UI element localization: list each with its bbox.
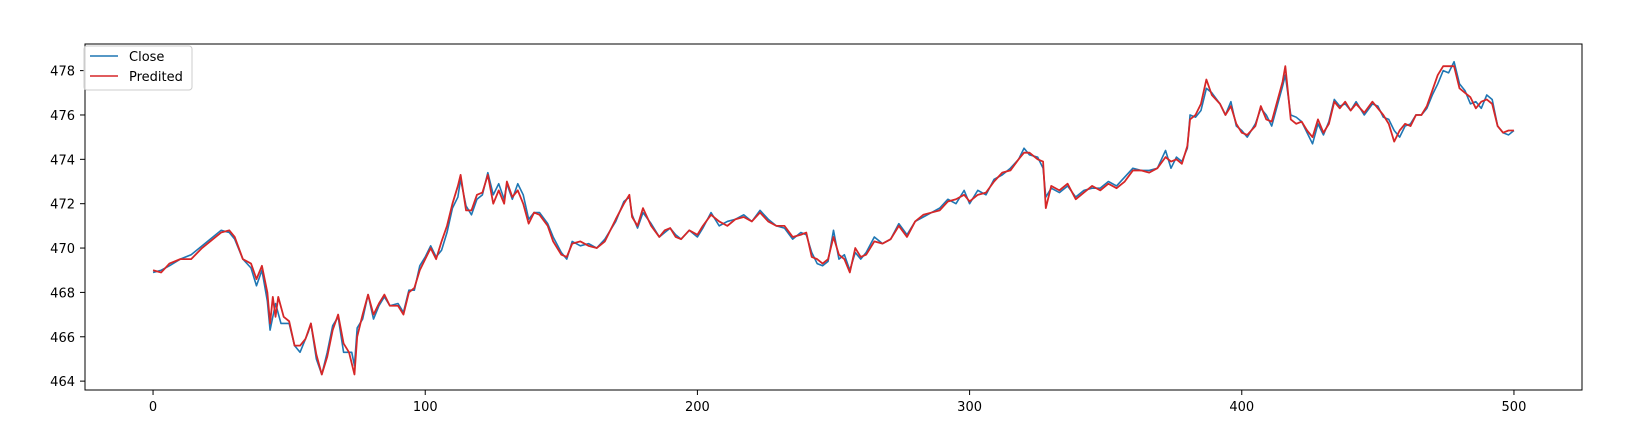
x-tick-label: 400 (1229, 400, 1254, 415)
y-tick-label: 476 (50, 109, 75, 124)
series-line-predited (152, 65, 1514, 376)
plot-area (85, 44, 1582, 390)
x-tick-label: 0 (149, 400, 157, 415)
y-tick-label: 468 (50, 286, 75, 301)
y-tick-label: 464 (50, 375, 75, 390)
y-tick-label: 478 (50, 65, 75, 80)
y-tick-label: 470 (50, 242, 75, 257)
legend-label-close: Close (129, 50, 164, 65)
x-tick-label: 200 (685, 400, 710, 415)
legend: Close Predited (83, 45, 193, 91)
x-tick-label: 300 (957, 400, 982, 415)
legend-label-predited: Predited (129, 70, 183, 85)
plot-frame (84, 43, 1583, 391)
y-tick-label: 474 (50, 153, 75, 168)
x-tick-label: 500 (1502, 400, 1527, 415)
y-axis: 464 466 468 470 472 474 476 478 (50, 65, 85, 390)
legend-box (83, 45, 193, 91)
series-layer (152, 60, 1515, 376)
x-axis: 0 100 200 300 400 500 (149, 390, 1526, 415)
y-tick-label: 466 (50, 331, 75, 346)
y-tick-label: 472 (50, 198, 75, 213)
x-tick-label: 100 (413, 400, 438, 415)
